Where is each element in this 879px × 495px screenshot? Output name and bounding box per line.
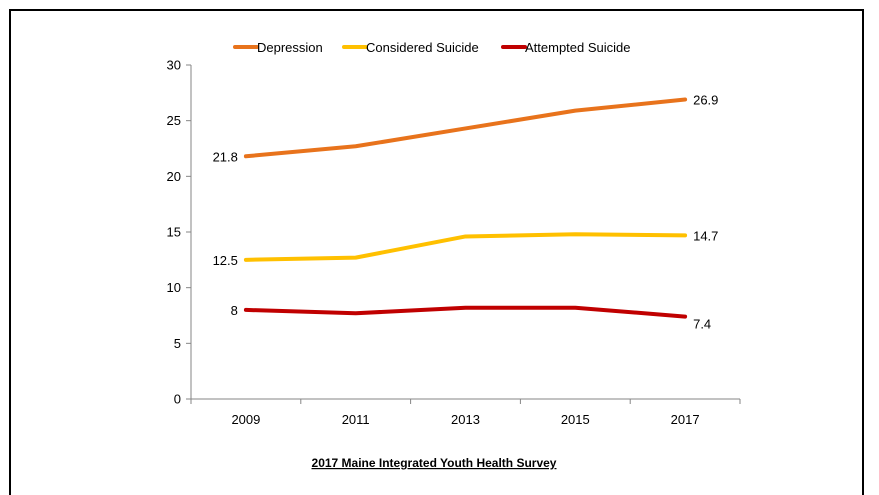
x-tick-label: 2015 [561,412,590,427]
data-label: 21.8 [213,149,238,164]
data-label: 7.4 [693,317,711,332]
y-tick-label: 5 [174,336,181,351]
data-label: 26.9 [693,93,718,108]
data-labels: 21.8 26.9 12.5 14.7 8 7.4 [213,93,719,332]
legend: Depression Considered Suicide Attempted Su… [233,40,631,55]
series-line-considered-suicide [243,232,688,262]
x-tick-label: 2017 [671,412,700,427]
chart-caption: 2017 Maine Integrated Youth Health Surve… [312,456,557,470]
y-tick-label: 25 [167,113,181,128]
axes: 0 5 10 15 20 25 30 2009 2011 2013 2015 2017 [167,58,741,427]
series-line-attempted-suicide [243,305,688,319]
legend-item: Considered Suicide [342,40,479,55]
series-lines [243,97,688,319]
legend-label: Depression [257,40,323,55]
data-label: 8 [231,303,238,318]
data-label: 12.5 [213,253,238,268]
y-tick-label: 30 [167,58,181,73]
x-tick-label: 2011 [342,412,370,427]
y-tick-label: 10 [167,280,181,295]
y-tick-label: 0 [174,392,181,407]
series-line-depression [243,97,688,159]
y-tick-label: 20 [167,169,181,184]
legend-label: Considered Suicide [366,40,479,55]
y-tick-label: 15 [167,225,181,240]
x-tick-label: 2013 [451,412,480,427]
legend-item: Attempted Suicide [501,40,631,55]
chart-frame [9,9,864,495]
data-label: 14.7 [693,228,718,243]
legend-label: Attempted Suicide [525,40,631,55]
x-tick-label: 2009 [231,412,260,427]
legend-item: Depression [233,40,323,55]
